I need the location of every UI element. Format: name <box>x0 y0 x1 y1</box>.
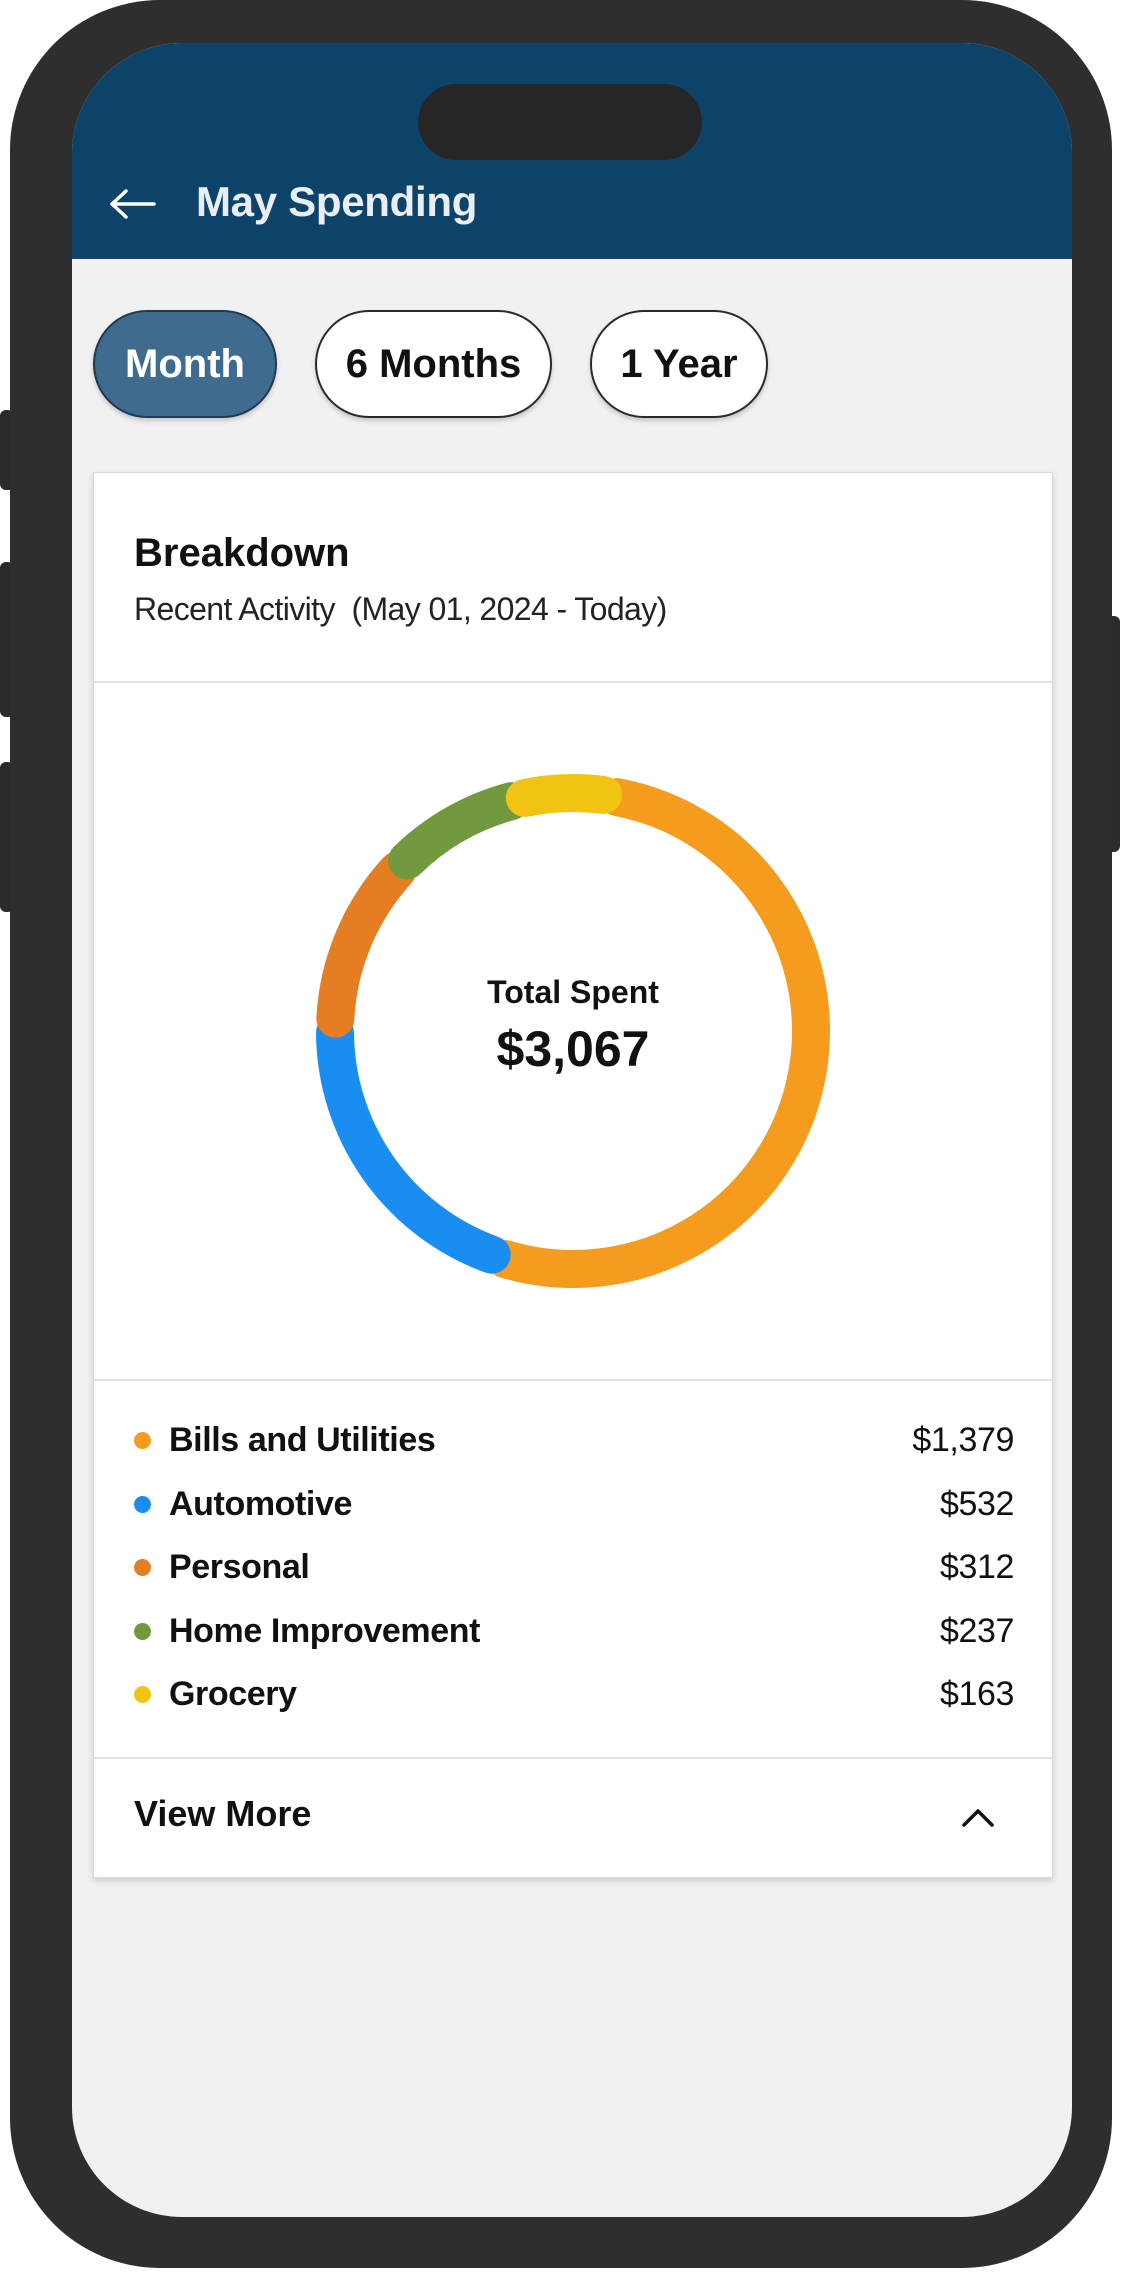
category-amount: $312 <box>939 1548 1014 1587</box>
donut-segment-personal[interactable] <box>316 851 417 1038</box>
category-amount: $237 <box>939 1611 1014 1650</box>
donut-segment-bills-and-utilities[interactable] <box>486 778 830 1288</box>
category-amount: $163 <box>939 1675 1014 1714</box>
tab-1-year[interactable]: 1 Year <box>590 310 768 418</box>
total-spent-value: $3,067 <box>497 1021 650 1077</box>
category-name: Bills and Utilities <box>169 1421 436 1460</box>
divider-middle <box>94 1379 1052 1381</box>
tab-month[interactable]: Month <box>93 310 277 418</box>
donut-chart: Total Spent $3,067 <box>316 774 830 1288</box>
back-button[interactable] <box>102 179 164 229</box>
app-screen: May Spending Month 6 Months 1 Year Break… <box>72 43 1072 2217</box>
category-name: Grocery <box>169 1675 297 1714</box>
tab-6-months[interactable]: 6 Months <box>315 310 552 418</box>
legend-dot <box>134 1495 151 1513</box>
breakdown-card: Breakdown Recent Activity (May 01, 2024 … <box>93 472 1053 1878</box>
total-spent-label: Total Spent <box>487 974 659 1010</box>
legend-dot <box>134 1622 151 1640</box>
view-more-label: View More <box>134 1793 312 1834</box>
category-legend: Bills and Utilities $1,379 Automotive $5… <box>134 1409 1014 1727</box>
category-name: Personal <box>169 1548 310 1587</box>
legend-row-bills[interactable]: Bills and Utilities $1,379 <box>134 1409 1014 1473</box>
divider-top <box>94 681 1052 683</box>
legend-dot <box>134 1686 151 1704</box>
category-amount: $532 <box>939 1484 1014 1523</box>
view-more-button[interactable]: View More <box>94 1759 1052 1875</box>
chevron-up-icon <box>962 1809 994 1827</box>
legend-dot <box>134 1432 151 1450</box>
legend-row-personal[interactable]: Personal $312 <box>134 1536 1014 1600</box>
legend-row-home-improvement[interactable]: Home Improvement $237 <box>134 1600 1014 1664</box>
donut-chart-area: Total Spent $3,067 <box>94 681 1052 1377</box>
category-name: Automotive <box>169 1484 353 1523</box>
page-title: May Spending <box>196 178 478 225</box>
category-amount: $1,379 <box>912 1421 1014 1460</box>
category-name: Home Improvement <box>169 1611 481 1650</box>
period-tabs: Month 6 Months 1 Year <box>93 310 768 422</box>
phone-body: May Spending Month 6 Months 1 Year Break… <box>10 0 1112 2268</box>
breakdown-subtitle: Recent Activity (May 01, 2024 - Today) <box>134 591 667 627</box>
arrow-left-icon <box>110 189 156 219</box>
legend-dot <box>134 1559 151 1577</box>
breakdown-title: Breakdown <box>134 531 350 575</box>
donut-segment-home-improvement[interactable] <box>388 782 531 880</box>
donut-segment-grocery[interactable] <box>505 774 623 817</box>
dynamic-island <box>418 84 702 160</box>
divider-bottom <box>94 1757 1052 1759</box>
legend-row-automotive[interactable]: Automotive $532 <box>134 1473 1014 1537</box>
donut-segment-automotive[interactable] <box>316 1013 511 1274</box>
legend-row-grocery[interactable]: Grocery $163 <box>134 1663 1014 1727</box>
app-header: May Spending <box>72 43 1072 259</box>
